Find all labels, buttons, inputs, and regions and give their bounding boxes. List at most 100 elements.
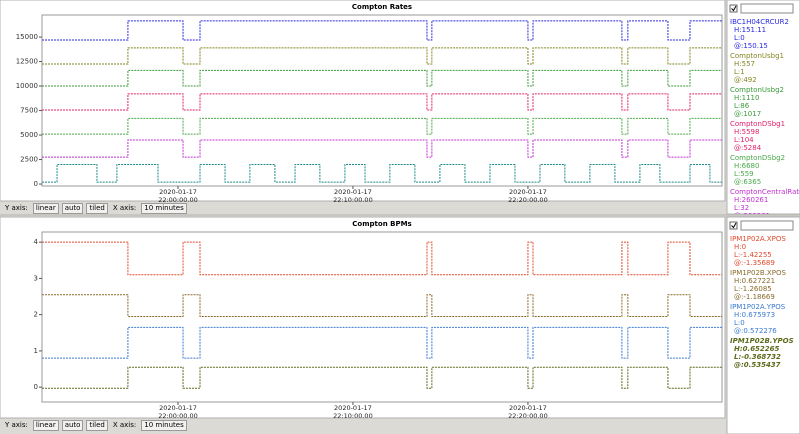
legend-stat: @:492: [734, 76, 757, 84]
legend-stat: L:-0.368732: [734, 353, 781, 361]
legend-stat: @:260261: [734, 212, 770, 220]
legend-stat: H:0: [734, 243, 746, 251]
x-axis-label: X axis:: [112, 421, 137, 429]
checkmark: [731, 5, 737, 12]
layout-button[interactable]: tiled: [86, 419, 108, 431]
x-tick-label: 2020-01-17 22:10:00.00: [333, 188, 373, 204]
legend-stat: H:5598: [734, 128, 759, 136]
y-range-button[interactable]: auto: [61, 419, 84, 431]
legend-stat: @:-1.18669: [734, 293, 775, 301]
legend-name: IPM1P02B.XPOS: [730, 269, 786, 277]
series-line: [42, 139, 722, 158]
x-tick-label: 2020-01-17 22:20:00.00: [508, 404, 548, 420]
legend-stat: H:0.675973: [734, 311, 775, 319]
series-line: [42, 47, 722, 65]
legend-stat: @:-1.35689: [734, 259, 775, 267]
legend-stat: @:150.15: [734, 42, 768, 50]
y-tick-label: 15000: [16, 33, 38, 41]
y-tick-label: 2: [34, 311, 38, 319]
legend-name: IPM1P02B.YPOS: [730, 337, 794, 345]
legend-stat: L:0: [734, 34, 745, 42]
checkmark: [731, 222, 737, 229]
y-axis-label: Y axis:: [5, 204, 28, 212]
series-line: [42, 241, 722, 276]
legend-stat: H:151.11: [734, 26, 766, 34]
y-tick-label: 1: [34, 347, 38, 355]
y-tick-label: 10000: [16, 82, 38, 90]
legend-stat: H:0.652265: [734, 345, 780, 353]
layout-button[interactable]: tiled: [86, 202, 108, 214]
checkbox[interactable]: [729, 4, 738, 13]
legend-stat: L:0: [734, 319, 745, 327]
series-line: [42, 294, 722, 317]
plot-frame: [41, 231, 723, 403]
legend-stat: H:1110: [734, 94, 759, 102]
series-line: [42, 326, 722, 359]
legend-stat: H:0.627221: [734, 277, 775, 285]
legend-name: IPM1P02A.XPOS: [730, 235, 786, 243]
legend-stat: H:6680: [734, 162, 759, 170]
legend-name: IBC1H04CRCUR2: [730, 18, 789, 26]
filter-input[interactable]: [740, 3, 794, 14]
control-bar: Y axis: linear auto tiled X axis: 10 minutes: [0, 419, 725, 431]
x-tick-label: 2020-01-17 22:00:00.00: [158, 188, 198, 204]
legend-stat: L:86: [734, 102, 750, 110]
x-span-button[interactable]: 10 minutes: [141, 202, 187, 214]
legend-name: IPM1P02A.YPOS: [730, 303, 786, 311]
legend-stat: L:-1.42255: [734, 251, 772, 259]
legend-stat: @:6365: [734, 178, 761, 186]
legend-stat: L:559: [734, 170, 754, 178]
x-tick-label: 2020-01-17 22:20:00.00: [508, 188, 548, 204]
legend-stat: H:557: [734, 60, 755, 68]
y-scale-button[interactable]: linear: [32, 202, 59, 214]
y-tick-label: 2500: [20, 156, 38, 164]
y-tick-label: 0: [34, 383, 38, 391]
legend-stat: L:32: [734, 204, 749, 212]
legend-stat: @:5284: [734, 144, 762, 152]
legend-name: ComptonDSbg2: [730, 154, 785, 162]
filter-input[interactable]: [740, 220, 794, 231]
checkbox[interactable]: [729, 221, 738, 230]
legend-stat: @:0.535437: [734, 361, 781, 369]
y-tick-label: 4: [34, 238, 39, 246]
y-tick-label: 0: [34, 180, 38, 188]
legend-stat: L:1: [734, 68, 745, 76]
legend-name: ComptonUsbg2: [730, 86, 784, 94]
plot-area: [42, 20, 722, 183]
plot-frame: [41, 14, 723, 187]
y-scale-button[interactable]: linear: [32, 419, 59, 431]
chart-title: Compton BPMs: [352, 220, 411, 228]
legend-name: ComptonDSbg1: [730, 120, 785, 128]
control-bar: Y axis: linear auto tiled X axis: 10 minutes: [0, 202, 725, 214]
splitter[interactable]: [0, 214, 800, 217]
legend-panel-bottom: [726, 216, 800, 434]
x-span-button[interactable]: 10 minutes: [141, 419, 187, 431]
series-line: [42, 20, 722, 41]
legend-panel-top: [726, 0, 800, 215]
legend-stat: @:1017: [734, 110, 761, 118]
x-axis-label: X axis:: [112, 204, 137, 212]
y-tick-label: 12500: [16, 58, 38, 66]
panel-bottom: [0, 216, 726, 419]
series-line: [42, 93, 722, 111]
y-tick-label: 5000: [20, 131, 38, 139]
legend-stat: L:-1.26085: [734, 285, 772, 293]
legend-name: ComptonUsbg1: [730, 52, 784, 60]
series-line: [42, 69, 722, 87]
panel-top: [0, 0, 726, 202]
series-line: [42, 366, 722, 389]
y-range-button[interactable]: auto: [61, 202, 84, 214]
plot-area: [42, 241, 722, 389]
legend-stat: L:104: [734, 136, 754, 144]
y-tick-label: 7500: [20, 107, 38, 115]
chart-title: Compton Rates: [352, 3, 412, 11]
x-tick-label: 2020-01-17 22:00:00.00: [158, 404, 198, 420]
legend-stat: @:0.572276: [734, 327, 777, 335]
legend-stat: H:260261: [734, 196, 768, 204]
y-tick-label: 3: [34, 274, 38, 282]
series-line: [42, 163, 722, 183]
